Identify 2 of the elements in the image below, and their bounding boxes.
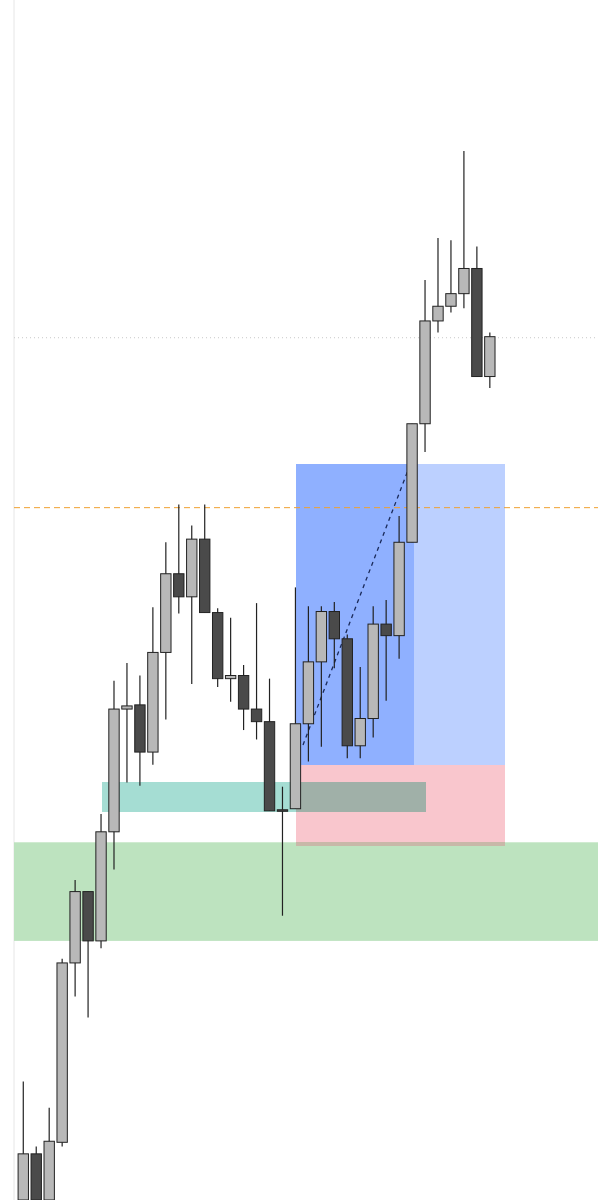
candlestick — [250, 602, 263, 741]
candlestick — [276, 786, 289, 917]
